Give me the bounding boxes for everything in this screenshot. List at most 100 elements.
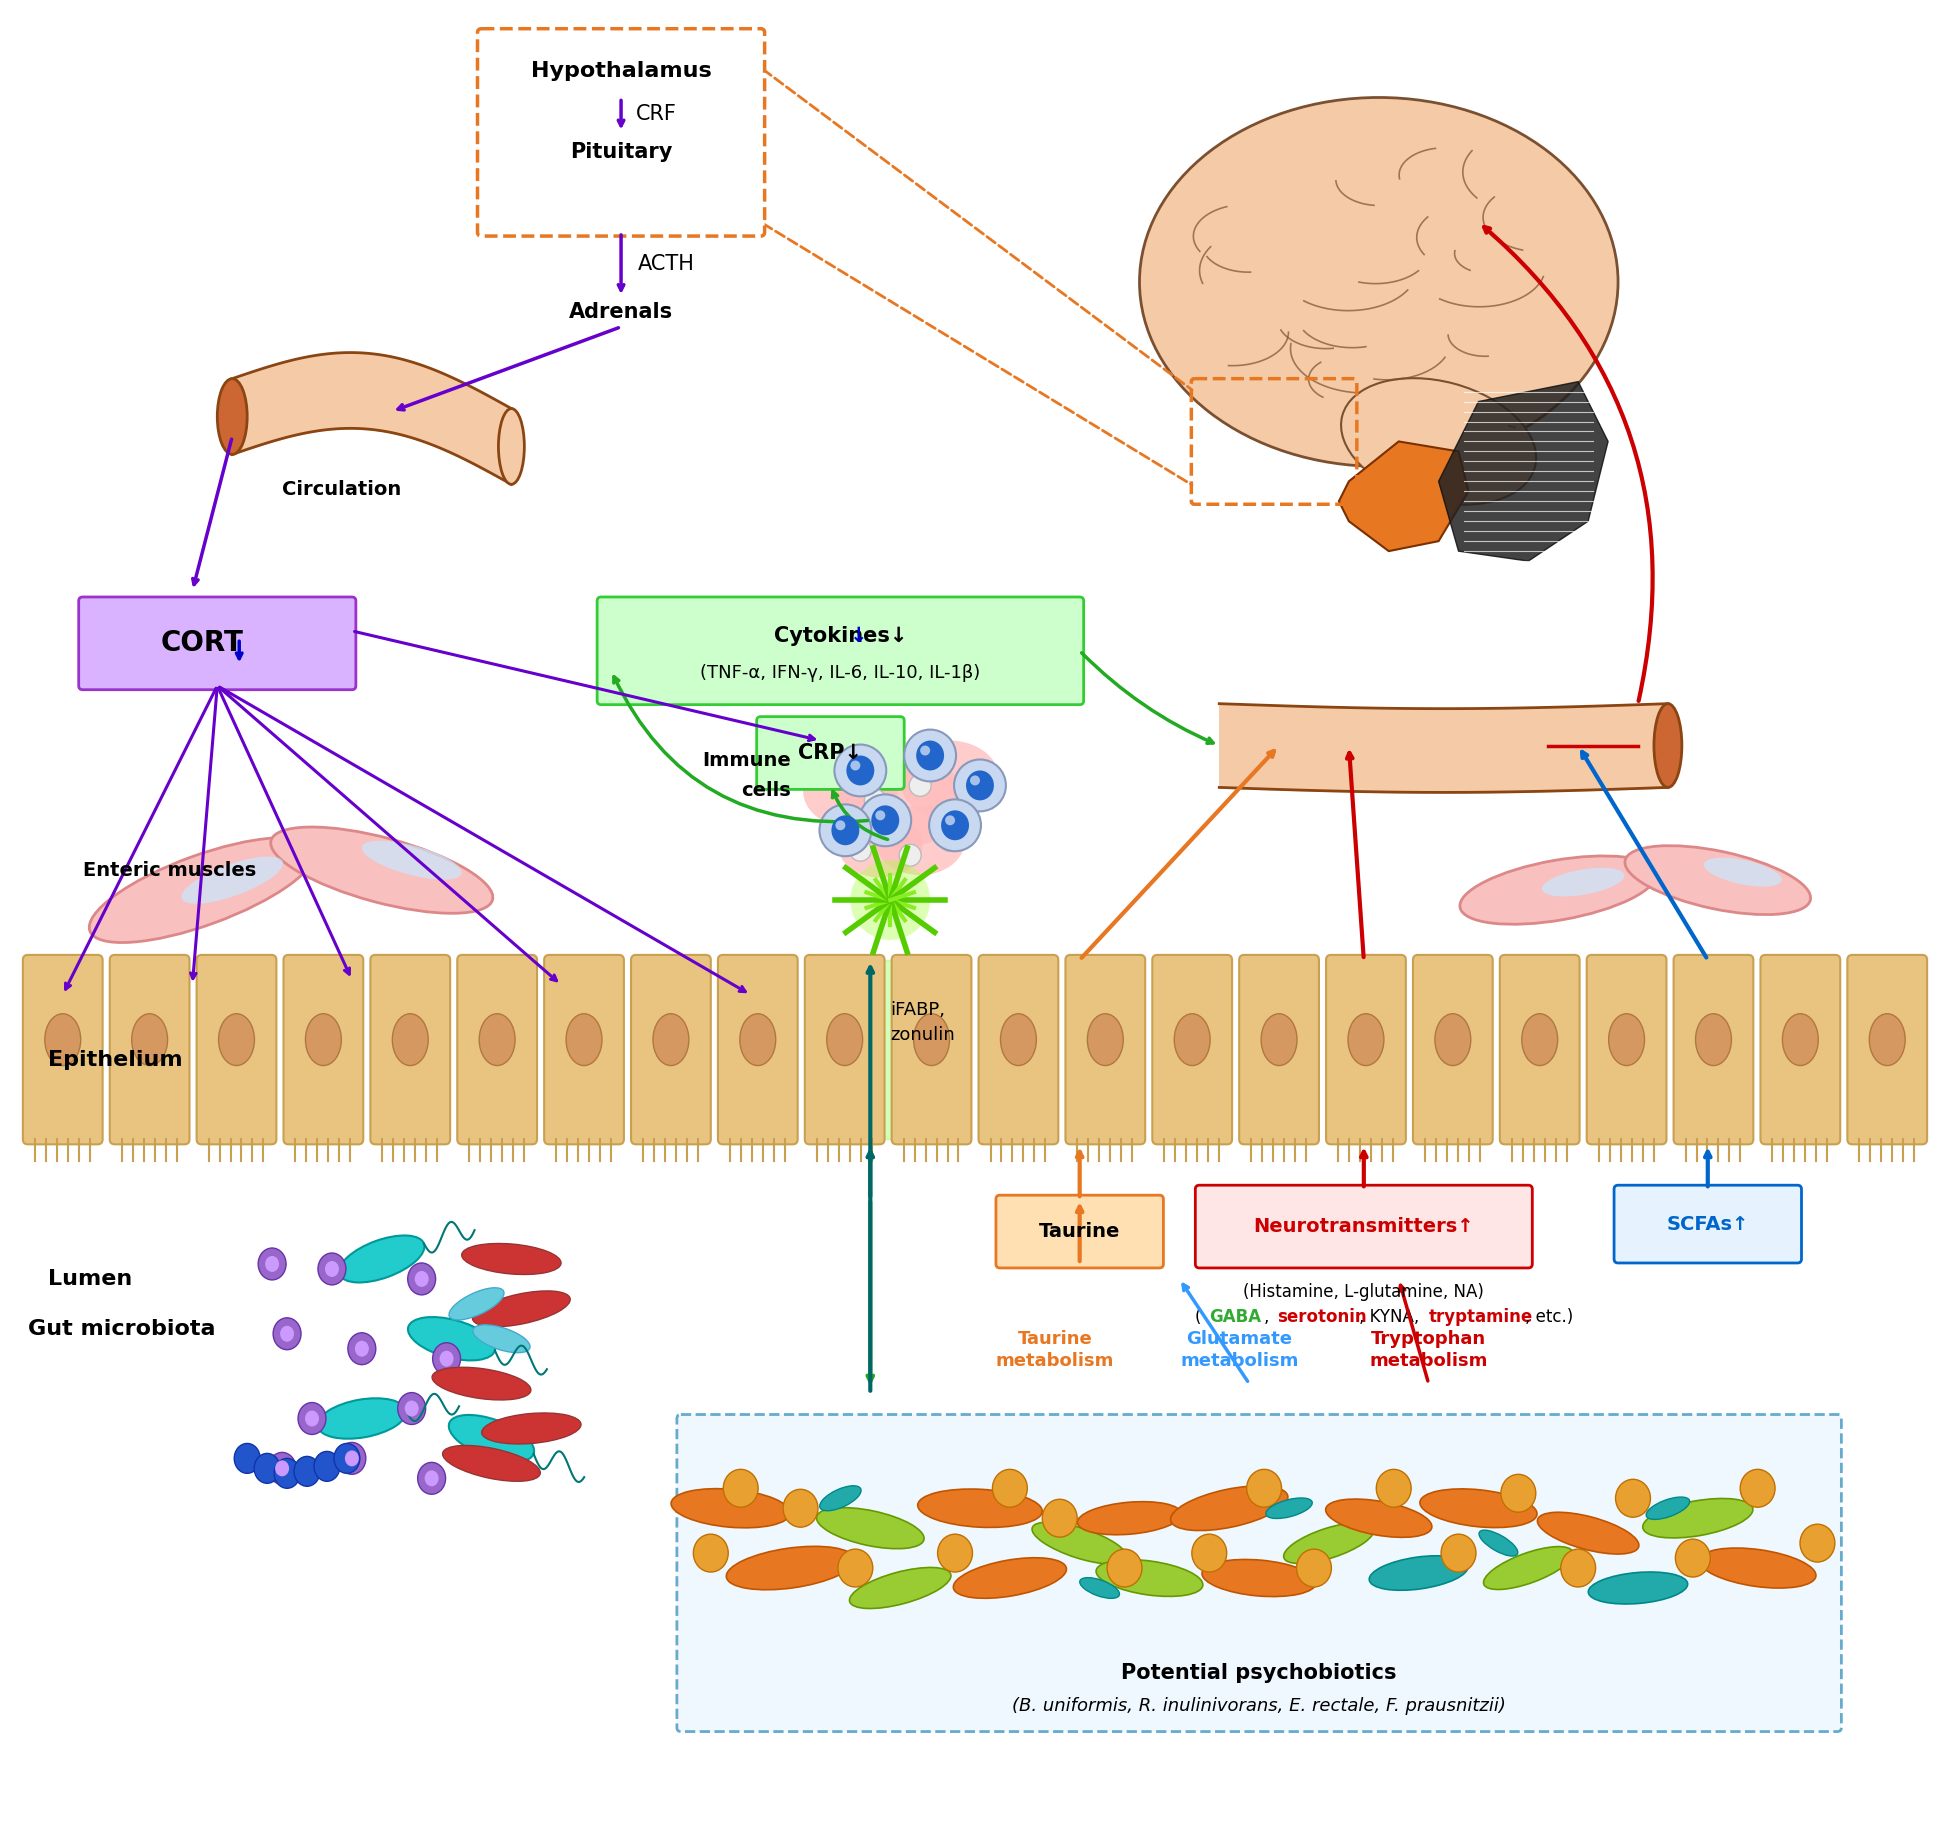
Text: SCFAs↑: SCFAs↑	[1666, 1214, 1750, 1234]
Text: CRP↓: CRP↓	[799, 744, 863, 764]
Ellipse shape	[875, 806, 964, 875]
Ellipse shape	[356, 1341, 369, 1356]
Ellipse shape	[937, 1535, 972, 1572]
Ellipse shape	[449, 1415, 535, 1461]
Ellipse shape	[89, 838, 315, 943]
Ellipse shape	[566, 1013, 603, 1066]
Ellipse shape	[325, 1260, 338, 1277]
Text: Cytokines↓: Cytokines↓	[774, 625, 908, 646]
Ellipse shape	[1246, 1469, 1281, 1507]
Ellipse shape	[1435, 1013, 1472, 1066]
Ellipse shape	[1695, 1013, 1732, 1066]
Ellipse shape	[694, 1535, 729, 1572]
Ellipse shape	[820, 804, 871, 856]
Ellipse shape	[1201, 1559, 1316, 1596]
Ellipse shape	[914, 1013, 949, 1066]
Ellipse shape	[741, 1013, 776, 1066]
FancyBboxPatch shape	[892, 956, 972, 1144]
FancyBboxPatch shape	[1761, 956, 1841, 1144]
Ellipse shape	[181, 856, 284, 904]
Ellipse shape	[305, 1013, 342, 1066]
Ellipse shape	[1376, 1469, 1411, 1507]
Ellipse shape	[362, 841, 461, 880]
Ellipse shape	[1654, 703, 1682, 788]
Ellipse shape	[414, 1271, 428, 1288]
Ellipse shape	[338, 1236, 424, 1282]
Ellipse shape	[904, 729, 956, 782]
Ellipse shape	[1588, 1572, 1687, 1603]
Ellipse shape	[297, 1402, 327, 1434]
FancyBboxPatch shape	[457, 956, 537, 1144]
Ellipse shape	[970, 775, 980, 786]
Ellipse shape	[832, 815, 859, 845]
Ellipse shape	[1419, 1489, 1538, 1528]
Ellipse shape	[918, 1489, 1042, 1528]
Ellipse shape	[294, 1456, 321, 1487]
Text: Epithelium: Epithelium	[49, 1050, 183, 1070]
Text: Hypothalamus: Hypothalamus	[531, 61, 712, 81]
Ellipse shape	[1347, 1013, 1384, 1066]
Ellipse shape	[280, 1327, 294, 1341]
FancyBboxPatch shape	[284, 956, 364, 1144]
FancyBboxPatch shape	[1196, 1184, 1532, 1268]
Ellipse shape	[838, 814, 923, 878]
Ellipse shape	[315, 1452, 340, 1482]
Ellipse shape	[218, 378, 247, 454]
Text: , etc.): , etc.)	[1526, 1308, 1573, 1327]
FancyBboxPatch shape	[1674, 956, 1753, 1144]
Ellipse shape	[255, 1454, 280, 1483]
Text: Tryptophan: Tryptophan	[1371, 1330, 1485, 1347]
Ellipse shape	[334, 1443, 360, 1474]
Ellipse shape	[305, 1411, 319, 1426]
Ellipse shape	[850, 1568, 951, 1609]
Ellipse shape	[1262, 1013, 1297, 1066]
Ellipse shape	[1174, 1013, 1209, 1066]
Ellipse shape	[270, 827, 494, 913]
Ellipse shape	[1561, 1550, 1596, 1587]
Ellipse shape	[939, 828, 960, 851]
Ellipse shape	[1079, 1577, 1120, 1598]
Text: (B. uniformis, R. inulinivorans, E. rectale, F. prausnitzii): (B. uniformis, R. inulinivorans, E. rect…	[1013, 1697, 1507, 1714]
Ellipse shape	[472, 1325, 531, 1352]
Text: CRF: CRF	[636, 105, 677, 124]
Ellipse shape	[338, 1443, 365, 1474]
Ellipse shape	[850, 839, 871, 862]
Ellipse shape	[966, 771, 993, 801]
Ellipse shape	[1870, 1013, 1905, 1066]
Ellipse shape	[1783, 1013, 1818, 1066]
Ellipse shape	[482, 1413, 581, 1445]
Ellipse shape	[1139, 98, 1617, 467]
Ellipse shape	[418, 1463, 445, 1494]
Ellipse shape	[348, 1332, 375, 1365]
Ellipse shape	[838, 1550, 873, 1587]
Ellipse shape	[1297, 1550, 1332, 1587]
Ellipse shape	[1326, 1500, 1433, 1537]
Ellipse shape	[463, 1244, 562, 1275]
FancyBboxPatch shape	[756, 716, 904, 790]
Ellipse shape	[408, 1264, 435, 1295]
Ellipse shape	[875, 810, 885, 821]
Ellipse shape	[1341, 378, 1536, 506]
FancyBboxPatch shape	[677, 1415, 1841, 1732]
Ellipse shape	[1170, 1485, 1287, 1531]
Ellipse shape	[1106, 1550, 1141, 1587]
Text: Pituitary: Pituitary	[570, 142, 673, 162]
Text: Immune: Immune	[702, 751, 791, 769]
Text: Taurine: Taurine	[1038, 1221, 1120, 1242]
Ellipse shape	[132, 1013, 167, 1066]
Ellipse shape	[1522, 1013, 1557, 1066]
FancyBboxPatch shape	[597, 598, 1083, 705]
Ellipse shape	[865, 790, 886, 812]
Ellipse shape	[955, 760, 1005, 812]
Ellipse shape	[268, 1452, 295, 1485]
Ellipse shape	[1800, 1524, 1835, 1563]
Ellipse shape	[916, 740, 945, 771]
Text: Gut microbiota: Gut microbiota	[27, 1319, 216, 1339]
Ellipse shape	[259, 1247, 286, 1280]
Ellipse shape	[1676, 1539, 1711, 1577]
Ellipse shape	[820, 1485, 861, 1511]
Text: Enteric muscles: Enteric muscles	[84, 860, 257, 880]
Ellipse shape	[218, 1013, 255, 1066]
Text: Lumen: Lumen	[49, 1269, 132, 1290]
FancyBboxPatch shape	[196, 956, 276, 1144]
